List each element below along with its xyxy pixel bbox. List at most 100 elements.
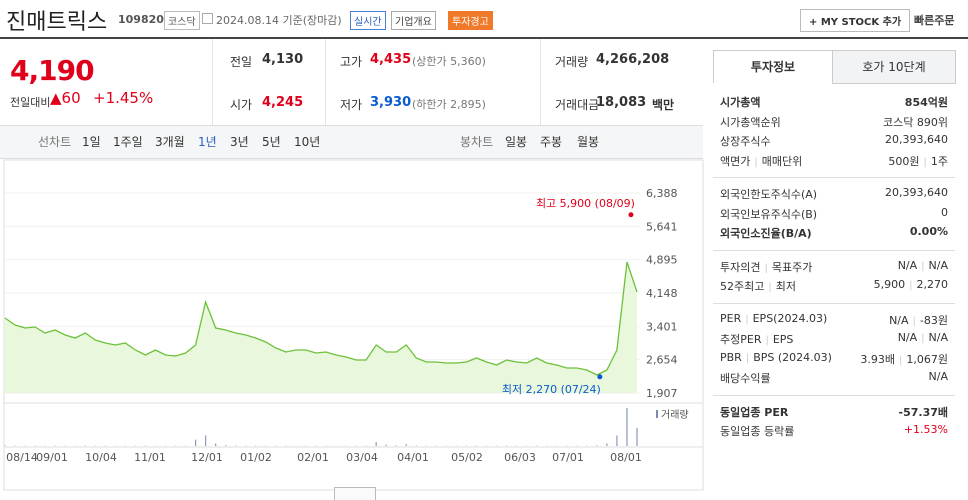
label-part: 시가총액순위 <box>720 115 781 129</box>
my-stock-button[interactable]: + MY STOCK 추가 <box>800 9 911 32</box>
y-tick-label: 6,388 <box>646 187 678 200</box>
side-value: 코스닥 890위 <box>883 114 948 130</box>
side-tab[interactable]: 투자정보 <box>713 50 833 83</box>
label-part: 목표주가 <box>771 260 813 274</box>
price-line <box>4 261 638 376</box>
summary-label: 거래량 <box>555 55 589 69</box>
value-part: N/A <box>928 258 948 272</box>
label-part: 매매단위 <box>761 154 803 168</box>
summary-value: 4,130 <box>262 52 304 67</box>
value-part: -57.37배 <box>898 405 948 419</box>
period-tab[interactable]: 3개월 <box>155 135 185 149</box>
change-label: 전일대비 <box>10 96 51 109</box>
volume-bar <box>225 445 227 446</box>
side-label: 배당수익률 <box>720 370 771 386</box>
value-part: 20,393,640 <box>885 133 948 146</box>
candle-tab[interactable]: 일봉 <box>505 135 528 149</box>
value-part: 5,900 <box>873 278 906 291</box>
collapse-button[interactable] <box>334 487 376 500</box>
section-rule <box>713 394 955 396</box>
side-label: 추정PER | EPS <box>720 331 793 347</box>
candle-tab[interactable]: 주봉 <box>540 135 563 149</box>
x-tick-label: 09/01 <box>36 451 68 464</box>
side-value: -57.37배 <box>899 404 948 420</box>
side-label: 외국인한도주식수(A) <box>720 186 817 202</box>
period-tab[interactable]: 10년 <box>294 135 321 149</box>
side-label: 액면가 | 매매단위 <box>720 153 802 169</box>
side-tab[interactable]: 호가 10단계 <box>832 50 956 84</box>
value-part: N/A <box>928 331 948 344</box>
separator: | <box>745 352 750 364</box>
summary-value: 4,435 <box>370 52 412 67</box>
y-tick-label: 1,907 <box>646 387 678 400</box>
separator: | <box>765 335 769 346</box>
section-rule <box>713 249 955 251</box>
y-tick-label: 5,641 <box>646 220 678 233</box>
x-tick-label: 08/01 <box>610 451 642 464</box>
volume-bar <box>215 443 217 446</box>
quick-order[interactable]: 빠른주문 <box>914 14 955 27</box>
summary-label: 시가 <box>230 98 253 112</box>
summary-note: (하한가 2,895) <box>412 98 486 111</box>
label-part: 최저 <box>775 280 796 293</box>
x-tick-label: 05/02 <box>451 451 483 464</box>
side-value: 0.00% <box>910 225 948 238</box>
volume-bar <box>405 444 407 446</box>
x-tick-label: 01/02 <box>240 451 272 464</box>
x-tick-label: 11/01 <box>134 451 166 464</box>
volume-bar <box>375 442 377 446</box>
summary-value: 4,266,208 <box>596 52 670 67</box>
low-marker <box>597 374 603 380</box>
header-rule <box>0 37 968 39</box>
header-button[interactable]: 기업개요 <box>391 11 436 30</box>
volume-bar <box>606 443 608 446</box>
value-part: N/A <box>889 313 909 327</box>
date: 2024.08.14 기준(장마감) <box>216 14 342 27</box>
value-part: 1주 <box>930 154 948 168</box>
value-part: 3.93배 <box>860 352 895 366</box>
period-tab[interactable]: 3년 <box>230 135 249 149</box>
high-label: 최고 5,900 (08/09) <box>536 197 635 210</box>
x-tick-label: 10/04 <box>85 451 117 464</box>
value-part: 0 <box>941 205 948 219</box>
separator: | <box>921 260 925 272</box>
label-part: EPS <box>772 333 794 346</box>
separator: | <box>745 313 749 325</box>
period-tab[interactable]: 5년 <box>262 135 281 149</box>
separator: | <box>899 354 903 366</box>
divider <box>212 39 213 125</box>
header-button[interactable]: 실시간 <box>350 11 386 30</box>
separator: | <box>912 315 916 327</box>
high-marker <box>628 212 634 218</box>
y-tick-label: 4,148 <box>646 287 678 300</box>
y-tick-label: 4,895 <box>646 254 678 267</box>
value-part: N/A <box>928 370 948 383</box>
summary-note: (상한가 5,360) <box>412 55 486 68</box>
label-part: 시가총액 <box>720 96 761 109</box>
label-part: PBR <box>720 350 742 364</box>
side-value: 20,393,640 <box>885 186 948 199</box>
period-tab[interactable]: 1일 <box>82 135 101 149</box>
value-part: 코스닥 890위 <box>883 115 948 129</box>
volume-bar <box>415 445 417 446</box>
volume-bar <box>385 444 387 446</box>
side-value: 500원 | 1주 <box>888 153 948 169</box>
candle-tab[interactable]: 월봉 <box>577 135 600 149</box>
divider <box>540 39 541 125</box>
separator: | <box>764 262 768 274</box>
header-button[interactable]: 투자경고 <box>448 11 493 30</box>
change: ▲60 <box>50 89 81 107</box>
summary-value: 4,245 <box>262 95 304 110</box>
label-part: 액면가 <box>720 154 751 168</box>
side-label: 52주최고 | 최저 <box>720 278 796 294</box>
volume-bar <box>616 435 618 446</box>
value-part: -83원 <box>919 313 948 327</box>
chart-tab-bar <box>0 125 703 159</box>
label-part: 52주최고 <box>720 280 765 293</box>
summary-value: 3,930 <box>370 95 412 110</box>
side-label: 투자의견 | 목표주가 <box>720 259 812 275</box>
period-tab[interactable]: 1주일 <box>113 135 143 149</box>
period-tab[interactable]: 1년 <box>198 135 217 149</box>
label-part: 외국인보유주식수(B) <box>720 207 818 221</box>
